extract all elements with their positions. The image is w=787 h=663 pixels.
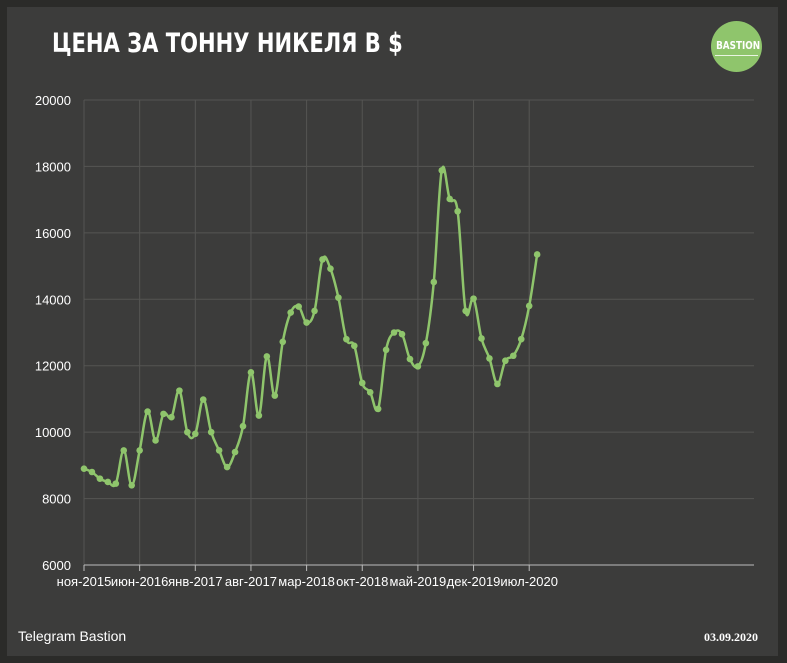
data-point — [128, 481, 135, 489]
x-tick-label: янв-2017 — [168, 574, 222, 589]
logo-text: BASTION — [716, 39, 761, 52]
data-point — [144, 408, 151, 415]
data-point — [120, 447, 128, 454]
data-point — [462, 307, 469, 315]
logo-underline — [715, 55, 758, 56]
data-point — [295, 303, 302, 310]
data-point — [533, 251, 541, 258]
data-point — [287, 309, 295, 316]
data-point — [438, 167, 446, 174]
data-point — [525, 302, 533, 310]
data-point — [486, 355, 493, 362]
data-point — [303, 319, 310, 326]
data-point — [406, 355, 414, 363]
data-point — [176, 387, 183, 394]
data-point — [430, 278, 438, 286]
data-point — [366, 388, 374, 396]
x-tick-label: июл-2020 — [500, 574, 558, 589]
data-point — [271, 392, 279, 399]
data-point — [279, 338, 287, 346]
data-point — [382, 346, 390, 354]
data-point — [414, 363, 422, 370]
data-point — [231, 448, 239, 456]
data-point — [510, 352, 517, 360]
chart-title: ЦЕНА ЗА ТОННУ НИКЕЛЯ В $ — [52, 28, 403, 59]
data-point — [88, 468, 96, 476]
y-tick-label: 14000 — [35, 292, 71, 307]
y-tick-label: 10000 — [35, 425, 71, 440]
data-point — [223, 463, 231, 471]
data-point — [112, 480, 120, 487]
grid-layer — [83, 99, 754, 565]
data-point — [335, 294, 342, 301]
data-point — [390, 329, 398, 336]
y-tick-label: 18000 — [35, 159, 71, 174]
data-point — [104, 478, 112, 486]
data-point — [80, 465, 88, 472]
bastion-logo: BASTION — [711, 21, 762, 72]
data-point — [327, 265, 334, 273]
x-tick-label: окт-2018 — [336, 574, 388, 589]
data-point — [494, 380, 501, 388]
data-point — [255, 412, 263, 419]
series-line — [82, 165, 539, 488]
data-point — [168, 413, 175, 421]
data-point — [184, 428, 191, 436]
x-tick-label: май-2019 — [390, 574, 447, 589]
data-point — [502, 357, 509, 365]
x-tick-label: июн-2016 — [111, 574, 168, 589]
x-tick-label: ноя-2015 — [57, 574, 112, 589]
data-point — [358, 379, 366, 387]
date-label: 03.09.2020 — [704, 630, 758, 644]
y-tick-label: 16000 — [35, 226, 71, 241]
data-point — [152, 437, 159, 444]
data-point-layer — [80, 167, 541, 489]
source-label: Telegram Bastion — [18, 628, 127, 644]
data-point — [454, 207, 461, 215]
data-point — [207, 428, 215, 436]
axis-layer: 6000 8000 10000 12000 14000 16000 18000 20000 но… — [35, 93, 754, 589]
data-point — [343, 335, 350, 343]
data-point — [239, 422, 247, 430]
data-point — [247, 369, 255, 376]
y-tick-label: 12000 — [35, 359, 71, 374]
data-point — [215, 447, 223, 454]
data-point — [374, 405, 382, 413]
data-point — [96, 475, 104, 482]
data-point — [470, 295, 477, 302]
data-point — [311, 307, 318, 315]
x-tick-label: мар-2018 — [278, 574, 335, 589]
data-point — [136, 447, 143, 454]
data-point — [263, 353, 271, 360]
data-point — [422, 339, 430, 347]
data-point — [517, 335, 525, 343]
y-tick-label: 8000 — [42, 492, 71, 507]
data-point — [446, 195, 454, 203]
data-point — [319, 256, 326, 263]
data-point — [199, 396, 207, 403]
data-point — [351, 342, 358, 350]
x-tick-label: авг-2017 — [225, 574, 277, 589]
y-tick-label: 6000 — [42, 558, 71, 573]
data-point — [192, 430, 199, 438]
series-line-layer — [82, 165, 539, 488]
data-point — [160, 410, 167, 418]
data-point — [398, 330, 406, 338]
data-point — [478, 335, 485, 342]
y-tick-label: 20000 — [35, 93, 71, 108]
x-tick-label: дек-2019 — [447, 574, 501, 589]
